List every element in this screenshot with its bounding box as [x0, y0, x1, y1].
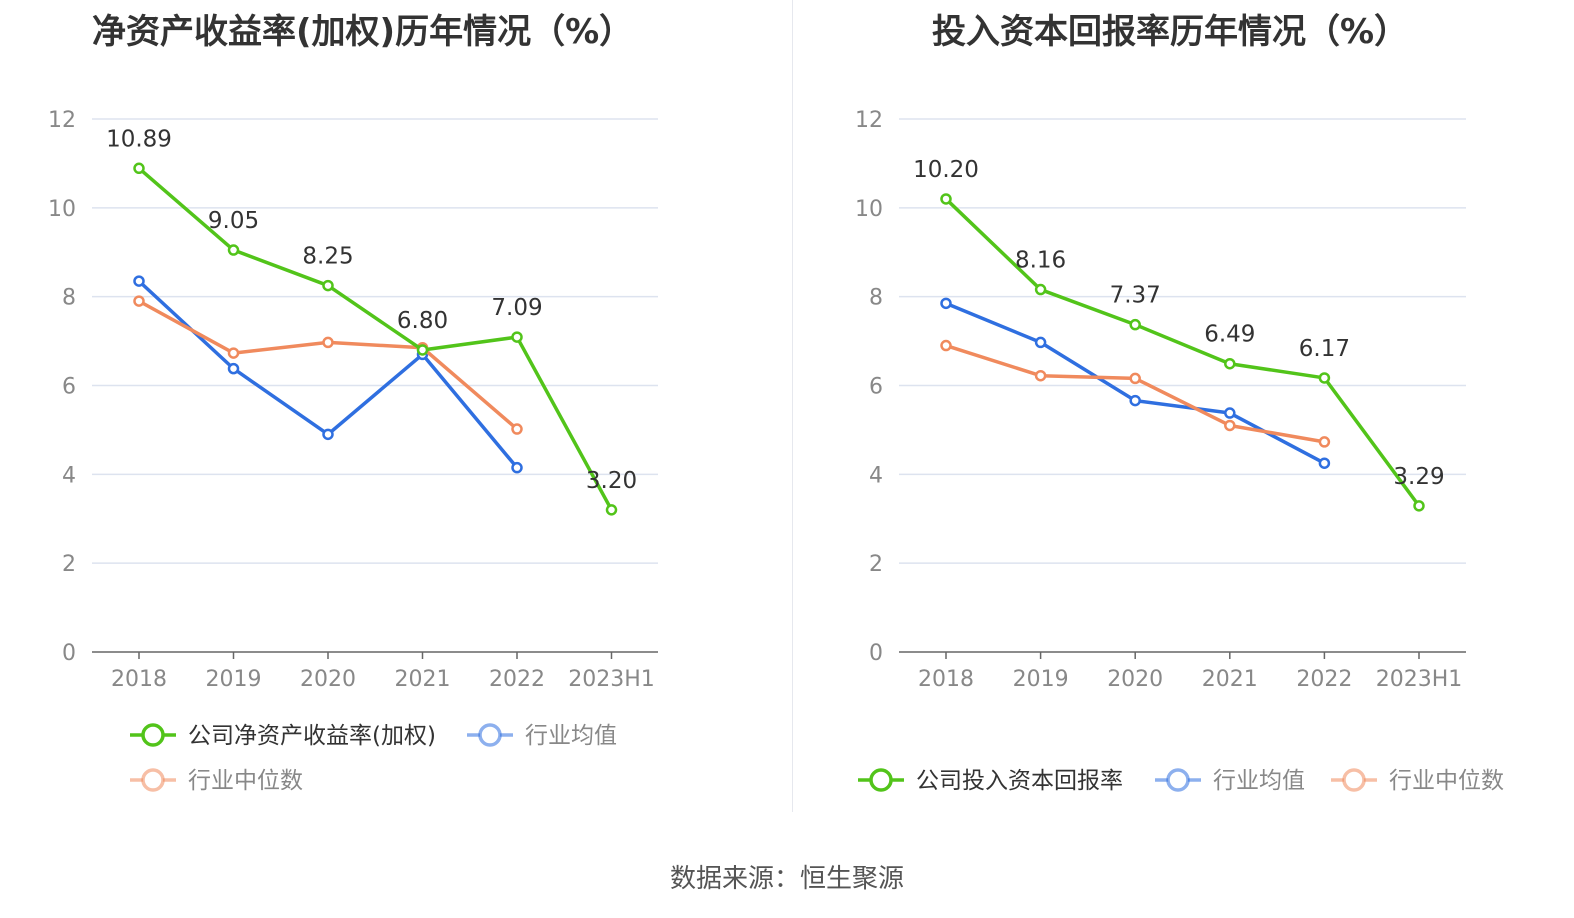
- legend-marker: [1166, 768, 1190, 792]
- x-tick-label: 2022: [1296, 667, 1352, 692]
- data-point: [511, 331, 523, 343]
- data-point: [1318, 372, 1331, 384]
- data-point: [940, 297, 952, 310]
- x-tick-label: 2019: [1013, 667, 1069, 692]
- y-tick-label: 8: [62, 286, 76, 311]
- data-label: 10.89: [106, 126, 172, 152]
- legend-marker: [141, 723, 165, 747]
- y-tick-label: 12: [855, 108, 883, 133]
- data-label: 7.37: [1110, 283, 1161, 309]
- data-label: 9.05: [208, 208, 259, 234]
- y-tick-label: 2: [62, 552, 76, 577]
- data-point: [322, 336, 334, 349]
- chart-title: 净资产收益率(加权)历年情况（%）: [92, 12, 634, 52]
- x-tick-label: 2023H1: [568, 667, 655, 692]
- roe-chart-panel: 净资产收益率(加权)历年情况（%） 0 2 4 6 8 10 12 2018 2019 2020 2…: [0, 0, 790, 820]
- y-tick-label: 10: [48, 197, 76, 222]
- legend-item[interactable]: 行业中位数: [1331, 768, 1504, 794]
- y-tick-label: 4: [869, 463, 883, 488]
- data-label: 7.09: [491, 295, 542, 321]
- data-point: [416, 344, 429, 356]
- data-point: [133, 162, 145, 175]
- y-tick-label: 0: [62, 641, 76, 666]
- data-point: [133, 275, 145, 287]
- series-line: [945, 343, 1325, 444]
- data-point: [511, 461, 523, 474]
- data-point: [940, 339, 952, 352]
- x-tick-label: 2020: [300, 667, 356, 692]
- data-point: [605, 504, 618, 516]
- panel-divider: [792, 0, 793, 812]
- data-point: [133, 295, 145, 307]
- data-label: 6.80: [397, 308, 448, 334]
- data-source-note: 数据来源：恒生聚源: [669, 864, 904, 894]
- legend-label: 行业中位数: [188, 768, 303, 794]
- legend-item[interactable]: 行业均值: [1155, 768, 1305, 794]
- data-point: [227, 244, 240, 256]
- legend-marker: [1342, 768, 1366, 792]
- y-tick-label: 6: [869, 375, 883, 400]
- data-point: [1034, 336, 1047, 349]
- data-point: [1224, 357, 1236, 370]
- x-tick-label: 2022: [489, 667, 545, 692]
- y-tick-label: 4: [62, 463, 76, 488]
- data-point: [1318, 457, 1331, 469]
- y-tick-label: 0: [869, 641, 883, 666]
- data-point: [1129, 318, 1141, 331]
- roic-chart-svg: 0 2 4 6 8 10 12 2018 2019 2020 2021 2022 2023H1 10.20…: [855, 108, 1504, 794]
- data-point: [1224, 419, 1236, 432]
- y-tick-label: 6: [62, 375, 76, 400]
- chart-title: 投入资本回报率历年情况（%）: [932, 12, 1409, 52]
- y-tick-label: 2: [869, 552, 883, 577]
- legend-label: 行业中位数: [1389, 768, 1504, 794]
- legend-item[interactable]: 公司投入资本回报率: [858, 768, 1123, 794]
- x-tick-label: 2021: [395, 667, 451, 692]
- x-tick-label: 2018: [111, 667, 167, 692]
- legend-item[interactable]: 行业均值: [467, 723, 617, 749]
- legend-label: 行业均值: [525, 723, 617, 749]
- data-point: [1413, 500, 1425, 512]
- x-tick-label: 2019: [206, 667, 262, 692]
- data-point: [1129, 394, 1141, 407]
- series-line: [138, 299, 519, 431]
- data-point: [1224, 407, 1236, 419]
- y-tick-label: 12: [48, 108, 76, 133]
- roe-chart-svg: 0 2 4 6 8 10 12 2018 2019 2020 2021 2022 2023H1 10.89…: [48, 108, 658, 794]
- data-point: [227, 347, 240, 359]
- data-label: 6.49: [1204, 322, 1255, 348]
- data-point: [227, 362, 240, 375]
- x-tick-label: 2018: [918, 667, 974, 692]
- data-point: [511, 423, 523, 435]
- legend-item[interactable]: 公司净资产收益率(加权): [130, 723, 436, 749]
- data-label: 8.16: [1015, 248, 1066, 274]
- data-point: [1129, 372, 1141, 385]
- y-tick-label: 8: [869, 286, 883, 311]
- data-label: 6.17: [1299, 336, 1350, 362]
- legend-label: 公司投入资本回报率: [916, 768, 1123, 794]
- data-label: 3.20: [586, 468, 637, 494]
- data-point: [940, 193, 952, 205]
- data-point: [322, 428, 334, 441]
- legend-label: 行业均值: [1213, 768, 1305, 794]
- data-label: 8.25: [302, 244, 353, 270]
- legend-label: 公司净资产收益率(加权): [188, 723, 436, 749]
- y-tick-label: 10: [855, 197, 883, 222]
- data-point: [1034, 283, 1047, 296]
- data-label: 3.29: [1393, 464, 1444, 490]
- data-point: [1034, 369, 1047, 382]
- x-tick-label: 2023H1: [1376, 667, 1463, 692]
- data-point: [1318, 436, 1331, 448]
- legend-marker: [478, 723, 502, 747]
- x-tick-label: 2021: [1202, 667, 1258, 692]
- series-line: [944, 197, 1421, 507]
- legend-marker: [869, 768, 893, 792]
- legend-item[interactable]: 行业中位数: [130, 768, 303, 794]
- data-label: 10.20: [913, 157, 979, 183]
- data-point: [322, 279, 334, 292]
- series-line: [137, 166, 614, 511]
- roic-chart-panel: 投入资本回报率历年情况（%） 0 2 4 6 8 10 12 2018 2019 2020 2021…: [800, 0, 1574, 820]
- x-tick-label: 2020: [1107, 667, 1163, 692]
- legend-marker: [141, 768, 165, 792]
